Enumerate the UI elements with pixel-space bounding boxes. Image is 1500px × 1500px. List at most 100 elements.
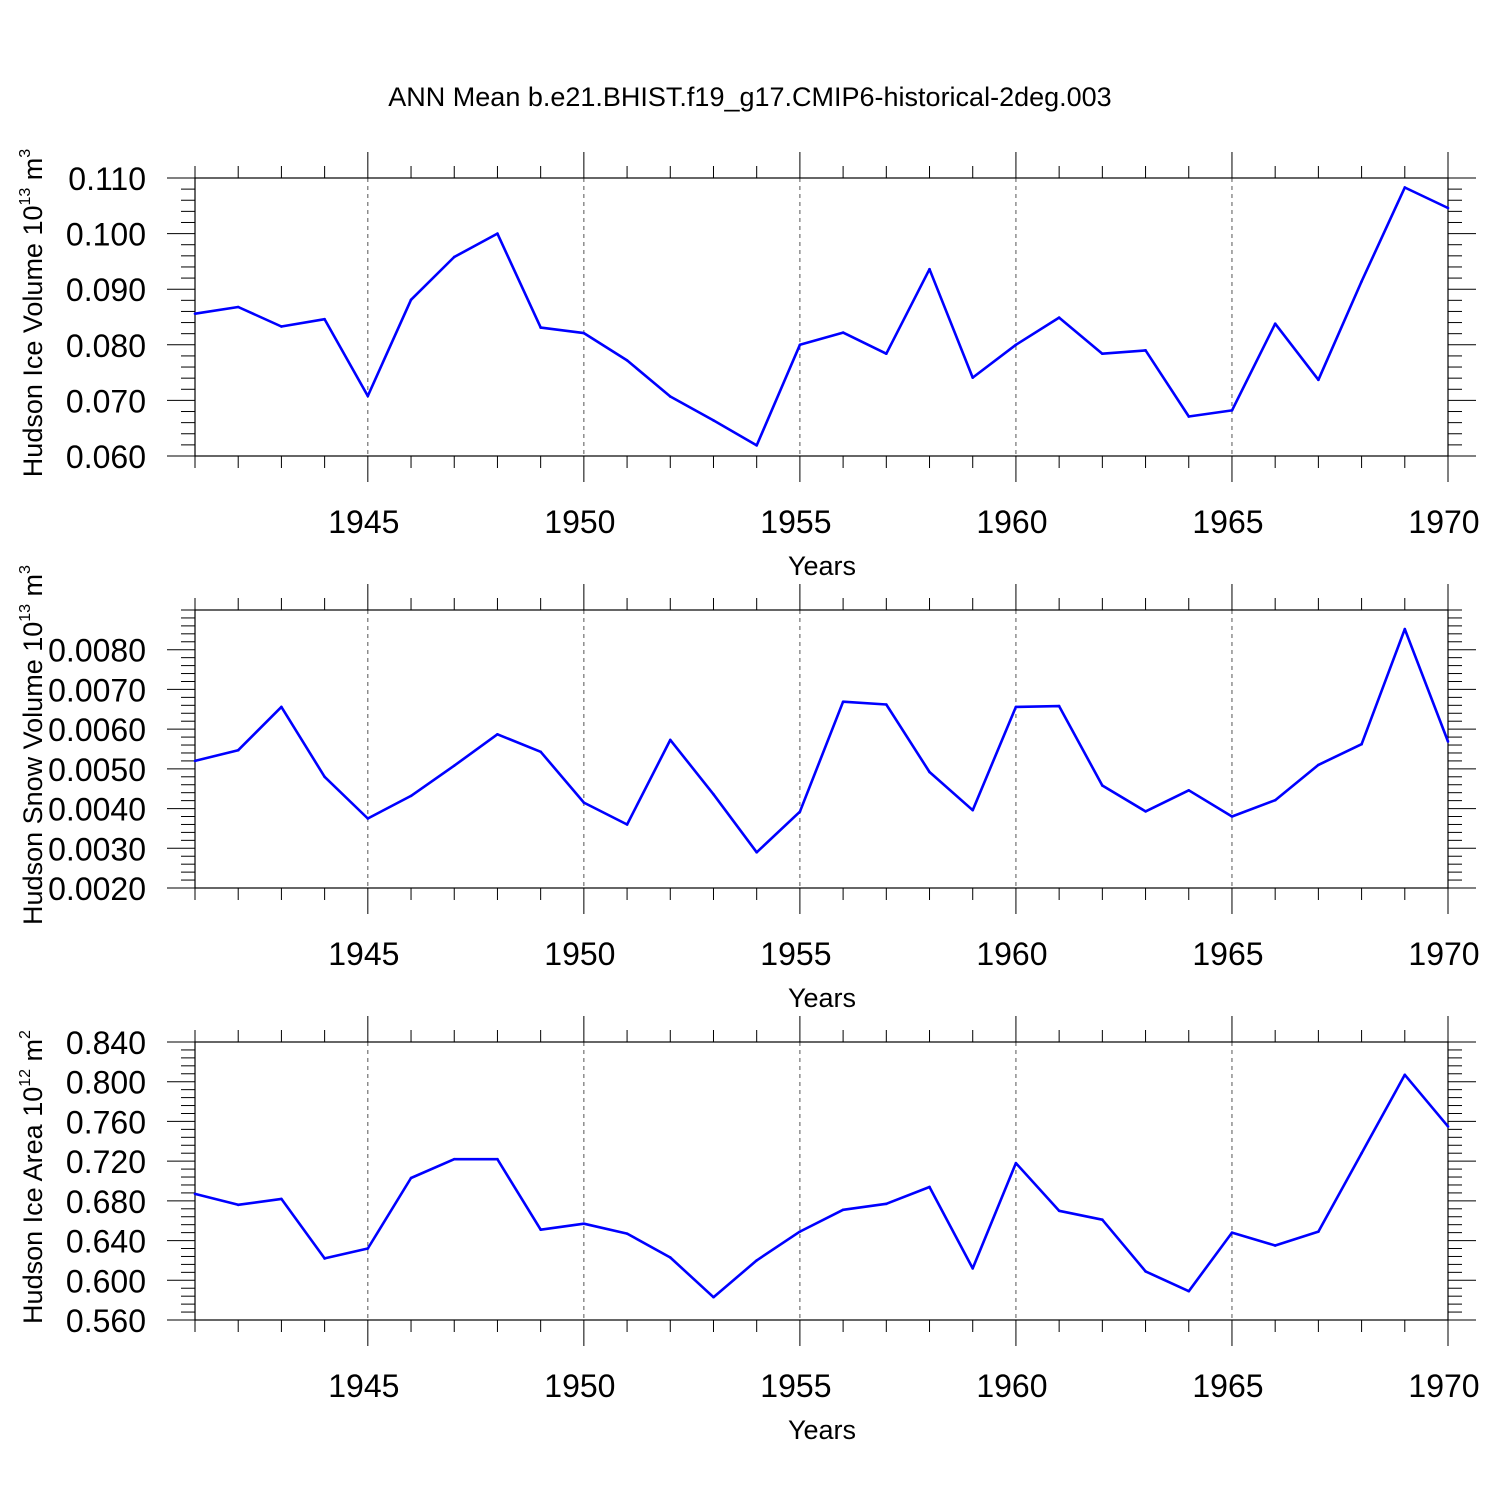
data-point [928,1185,931,1189]
y-axis-label-text: Hudson Ice Volume 10 [18,206,48,478]
y-axis-label-text: m [18,1039,48,1069]
x-tick-label: 1960 [976,504,1047,540]
y-axis-label-superscript: 3 [17,149,34,158]
series-line [194,186,1449,447]
x-tick-label: 1965 [1192,1368,1263,1404]
y-tick-label: 0.100 [66,217,146,253]
data-point [1360,280,1363,283]
data-point [755,850,758,854]
data-point [1057,704,1061,708]
y-tick-label: 0.0030 [48,831,146,867]
series-line [194,1073,1449,1299]
y-tick-label: 0.0040 [48,792,146,828]
y-tick-label: 0.800 [66,1065,146,1101]
data-point [928,770,931,774]
x-axis-label: Years [788,1415,856,1445]
data-point [280,1197,283,1201]
data-point [1144,810,1147,813]
data-point [323,317,326,321]
data-point [712,1295,715,1299]
plot-frame [194,609,1449,889]
panel-1: 0.060 0.070 0.080 0.090 0.100 0.110 1945 1950 19… [17,149,1480,581]
y-tick-label: 0.0080 [48,633,146,669]
data-point [625,359,629,362]
data-point [798,1230,802,1233]
data-point [496,733,499,736]
y-axis-label-text: Hudson Ice Area 10 [18,1087,48,1324]
data-point [452,1157,456,1161]
data-point [1273,1244,1277,1247]
data-point [798,810,802,814]
y-tick-label: 0.640 [66,1224,146,1260]
x-tick-label: 1960 [976,1368,1047,1404]
data-point [755,444,758,447]
data-point [452,764,456,767]
y-tick-label: 0.0050 [48,752,146,788]
data-point [1230,409,1234,412]
y-tick-label: 0.110 [68,161,146,197]
x-tick-label: 1945 [328,1368,399,1404]
y-tick-label: 0.060 [66,439,146,475]
data-point [193,759,197,763]
data-point [971,376,975,379]
plot-frame [194,1041,1449,1321]
data-point [1101,1218,1104,1222]
y-axis-label-text: Hudson Snow Volume 10 [18,622,48,925]
data-point [280,325,283,328]
y-axis-label: Hudson Ice Volume 1013 m3 [17,149,48,477]
data-point [1014,1161,1018,1165]
x-tick-label: 1950 [544,504,615,540]
data-point [971,808,975,812]
y-tick-label: 0.840 [66,1025,146,1061]
y-tick-label: 0.560 [66,1303,146,1339]
data-point [409,1176,413,1180]
x-tick-label: 1965 [1192,936,1263,972]
data-point [885,352,888,355]
data-point [841,331,845,334]
data-point [668,1256,672,1259]
y-tick-label: 0.090 [66,272,146,308]
y-axis-label: Hudson Ice Area 1012 m2 [17,1030,48,1324]
data-point [1273,322,1277,325]
data-point [409,794,413,798]
data-point [280,705,283,709]
data-point [1446,1125,1450,1128]
data-point [1317,763,1320,767]
data-point [712,792,715,796]
y-tick-label: 0.0020 [48,871,146,907]
data-point [1446,206,1450,210]
x-tick-label: 1950 [544,1368,615,1404]
data-point [841,1208,845,1212]
y-axis-label-superscript: 13 [17,604,34,622]
x-tick-label: 1945 [328,504,399,540]
data-point [539,326,542,329]
x-tick-label: 1965 [1192,504,1263,540]
data-point [1273,798,1277,802]
data-point [885,703,888,706]
y-axis-label-text: m [18,574,48,604]
data-point [1360,1151,1363,1155]
data-point [885,1202,888,1206]
data-point [1144,1270,1147,1273]
data-point [409,298,413,302]
y-tick-label: 0.0060 [48,712,146,748]
x-tick-label: 1955 [760,936,831,972]
x-tick-label: 1970 [1408,1368,1479,1404]
x-tick-label: 1955 [760,504,831,540]
data-point [1403,627,1407,631]
plot-frame [194,177,1449,457]
data-point [323,1257,326,1260]
y-tick-label: 0.680 [66,1184,146,1220]
y-axis-label-superscript: 2 [17,1030,34,1039]
data-point [1014,343,1018,347]
data-point [798,343,802,347]
x-tick-label: 1960 [976,936,1047,972]
data-point [193,1192,197,1196]
data-point [582,801,586,804]
data-point [366,817,370,820]
x-tick-label: 1970 [1408,936,1479,972]
data-point [323,775,326,779]
data-point [236,305,240,309]
